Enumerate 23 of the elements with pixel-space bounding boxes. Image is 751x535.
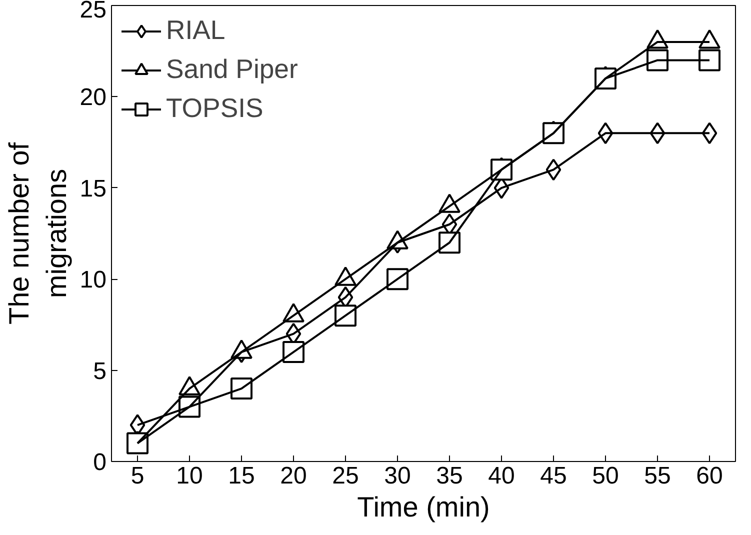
x-tick-label: 45 bbox=[540, 462, 567, 490]
y-tick-label: 5 bbox=[93, 358, 107, 385]
x-tick-label: 50 bbox=[592, 462, 619, 490]
x-tick-label: 60 bbox=[696, 462, 723, 490]
x-tick-label: 15 bbox=[228, 462, 255, 490]
y-tick-label: 10 bbox=[80, 266, 107, 294]
x-tick-label: 30 bbox=[384, 462, 411, 490]
y-tick-label: 20 bbox=[80, 84, 107, 112]
legend-label: Sand Piper bbox=[166, 54, 298, 85]
x-tick-label: 35 bbox=[436, 462, 463, 490]
x-tick-label: 55 bbox=[644, 462, 671, 490]
y-tick-label: 0 bbox=[93, 449, 107, 476]
x-tick-label: 20 bbox=[280, 462, 307, 490]
y-tick-label: 15 bbox=[80, 175, 107, 202]
y-axis-title: The number of migrations bbox=[4, 142, 72, 325]
x-tick-label: 5 bbox=[130, 462, 144, 490]
x-axis-title: Time (min) bbox=[357, 492, 490, 522]
x-tick-label: 40 bbox=[488, 462, 515, 490]
y-tick-label: 25 bbox=[80, 0, 107, 24]
x-tick-label: 25 bbox=[332, 462, 359, 490]
legend-label: TOPSIS bbox=[166, 93, 264, 124]
x-tick-label: 10 bbox=[176, 462, 203, 490]
legend-label: RIAL bbox=[166, 15, 226, 46]
